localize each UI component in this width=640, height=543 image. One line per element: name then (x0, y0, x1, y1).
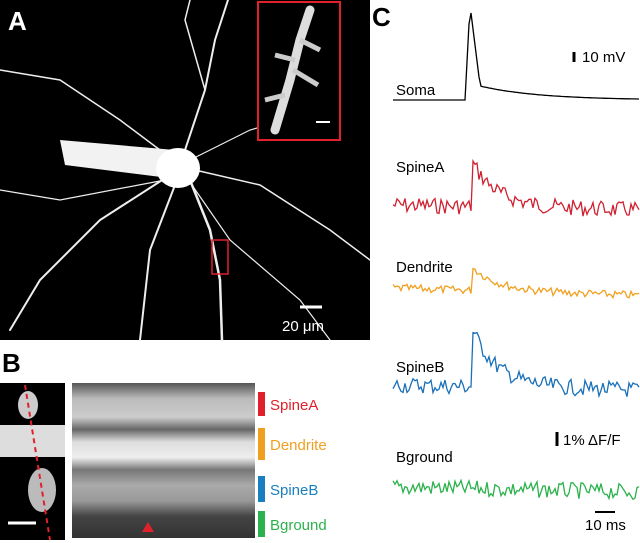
trace-label: Bground (396, 449, 453, 466)
row-label: Bground (270, 517, 327, 534)
trace (393, 12, 639, 101)
inset-spines (264, 37, 322, 103)
pipette (60, 140, 185, 180)
row-color-bar (258, 511, 265, 537)
scan-line (24, 384, 51, 541)
row-color-bar (258, 476, 265, 502)
trace-label: SpineA (396, 159, 444, 176)
scale-label: 20 μm (282, 318, 324, 335)
row-label: SpineB (270, 482, 318, 499)
soma (156, 148, 200, 188)
roi-box (211, 239, 229, 275)
voltage-scale: 10 mV (582, 49, 625, 66)
trace (392, 331, 640, 399)
trace-label: Dendrite (396, 259, 453, 276)
row-color-bar (258, 428, 265, 460)
time-scale: 10 ms (585, 517, 626, 534)
stimulus-marker (142, 522, 154, 532)
trace (392, 478, 640, 501)
trace-label: Soma (396, 82, 436, 99)
trace-label: SpineB (396, 359, 444, 376)
neuron (0, 0, 371, 342)
panel-label: B (2, 348, 21, 378)
fluorescence-scale: 1% ΔF/F (563, 432, 621, 449)
panel-label: C (372, 2, 391, 32)
panel-label: A (8, 6, 27, 36)
spine-b-image (28, 468, 56, 512)
row-color-bar (258, 392, 265, 416)
trace (392, 158, 640, 217)
row-label: SpineA (270, 397, 318, 414)
row-label: Dendrite (270, 437, 327, 454)
linescan (72, 383, 255, 538)
trace (392, 267, 640, 300)
